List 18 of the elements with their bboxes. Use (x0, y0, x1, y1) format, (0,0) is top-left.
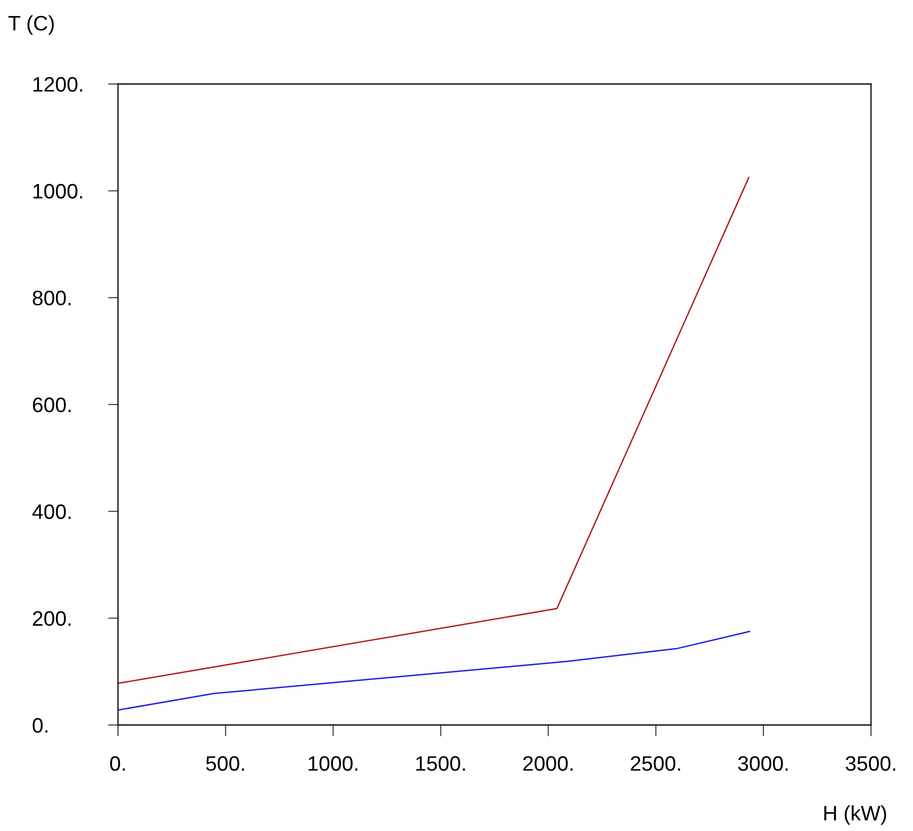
x-tick-label: 1500. (416, 756, 465, 771)
y-tick-label: 200. (32, 611, 71, 626)
y-axis-title: T (C) (8, 15, 54, 35)
x-tick-label: 3500. (846, 756, 896, 771)
y-tick-label: 1200. (33, 77, 82, 92)
y-tick-label: 400. (32, 504, 71, 520)
x-tick-label: 0. (110, 756, 125, 771)
y-tick-label: 800. (32, 290, 71, 306)
line-series (118, 630, 750, 711)
x-tick-label: 2500. (630, 756, 680, 771)
y-tick-label: 0. (32, 718, 48, 733)
y-tick-label: 1000. (33, 184, 82, 199)
y-tick-label: 600. (32, 398, 71, 412)
x-tick-label: 2000. (523, 756, 572, 771)
x-tick-label: 3000. (738, 756, 788, 771)
x-tick-label: 500. (206, 756, 244, 771)
x-axis-title: H (kW) (824, 805, 886, 825)
x-tick-label: 1000. (308, 756, 358, 771)
